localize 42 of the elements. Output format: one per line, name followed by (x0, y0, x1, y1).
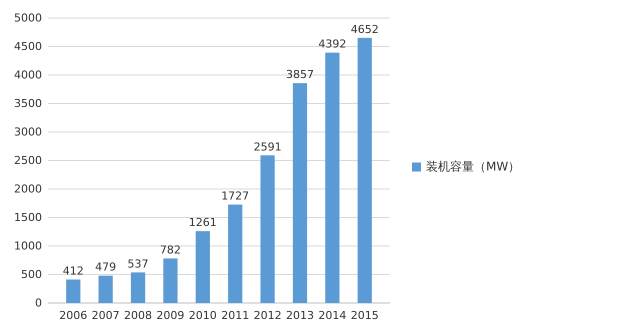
data-label: 1261 (188, 216, 217, 230)
y-tick-label: 3000 (14, 126, 42, 139)
y-tick-label: 1500 (14, 211, 42, 224)
data-label: 412 (62, 264, 84, 278)
x-tick-label: 2008 (124, 308, 152, 322)
data-label: 4652 (350, 22, 379, 36)
x-tick-label: 2011 (221, 308, 250, 322)
x-tick-label: 2013 (286, 308, 314, 322)
x-tick-label: 2007 (92, 308, 120, 322)
x-tick-label: 2010 (188, 308, 217, 322)
y-tick-label: 1000 (14, 240, 42, 253)
y-tick-label: 500 (21, 268, 42, 282)
x-tick-label: 2006 (59, 308, 88, 322)
bar (130, 272, 146, 303)
bar (66, 280, 80, 303)
x-tick-label: 2015 (350, 308, 379, 322)
bar (292, 83, 308, 303)
data-label: 3857 (286, 68, 314, 82)
bar (260, 155, 275, 303)
data-label: 1727 (221, 190, 250, 203)
bar (98, 276, 113, 303)
x-tick-label: 2014 (318, 308, 346, 322)
legend-label: 装机容量（MW） (426, 160, 520, 174)
bar (358, 38, 372, 303)
bar (196, 231, 210, 303)
data-label: 479 (95, 260, 116, 274)
bar (325, 52, 340, 303)
y-tick-label: 4500 (14, 40, 42, 54)
data-label: 782 (160, 243, 181, 256)
x-tick-label: 2009 (156, 308, 184, 322)
y-tick-label: 5000 (14, 12, 42, 25)
y-tick-label: 2000 (14, 182, 42, 196)
y-tick-label: 2500 (14, 154, 42, 168)
data-label: 4392 (318, 38, 346, 51)
y-tick-label: 3500 (14, 97, 42, 110)
data-label: 2591 (254, 140, 282, 154)
bar (163, 258, 178, 303)
y-tick-label: 0 (35, 296, 42, 310)
x-tick-label: 2012 (254, 308, 282, 322)
bar (228, 204, 242, 303)
data-label: 537 (128, 257, 149, 270)
y-tick-label: 4000 (14, 68, 42, 82)
